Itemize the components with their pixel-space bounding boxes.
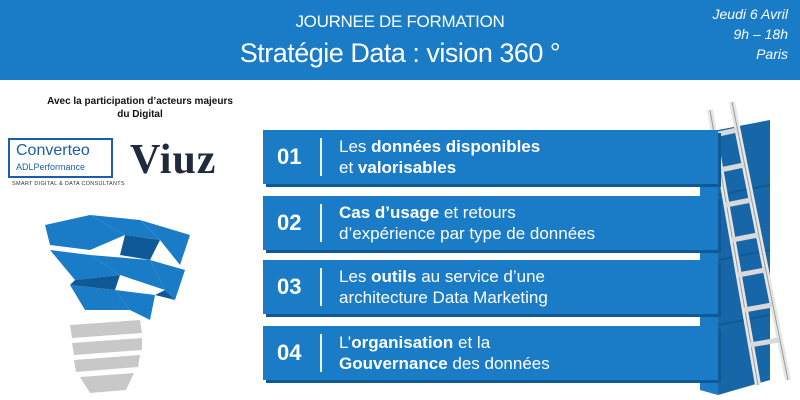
event-date: Jeudi 6 Avril 9h – 18h Paris — [713, 4, 788, 64]
date-line: Jeudi 6 Avril — [712, 6, 788, 22]
converteo-subname: ADLPerformance — [16, 162, 86, 172]
agenda-item-2: 02 Cas d’usage et retours d’expérience p… — [263, 196, 718, 250]
agenda-text: L’organisation et la Gouvernance des don… — [339, 333, 550, 373]
agenda-number: 01 — [277, 144, 302, 169]
agenda-divider — [320, 138, 322, 176]
viuz-logo: Viuz — [130, 137, 217, 183]
agenda-number: 03 — [277, 274, 302, 299]
agenda-item-1: 01 Les données disponibles et valorisabl… — [263, 130, 718, 184]
event-kicker: JOURNEE DE FORMATION — [295, 12, 505, 31]
lightbulb-illustration — [45, 215, 190, 393]
place-line: Paris — [756, 46, 788, 62]
header-banner: JOURNEE DE FORMATION Stratégie Data : vi… — [0, 0, 800, 80]
agenda-number: 02 — [277, 210, 302, 235]
partners-intro: Avec la participation d’acteurs majeurs … — [47, 96, 233, 120]
converteo-logo: Converteo ADLPerformance SMART DIGITAL &… — [8, 138, 125, 190]
agenda-item-3: 03 Les outils au service d’une architect… — [263, 260, 718, 314]
agenda-text: Cas d’usage et retours d’expérience par … — [339, 203, 596, 243]
agenda-divider — [320, 334, 322, 372]
time-line: 9h – 18h — [733, 26, 789, 42]
converteo-logo-frame: Converteo ADLPerformance — [8, 138, 113, 178]
agenda-divider — [320, 268, 322, 306]
agenda-item-4: 04 L’organisation et la Gouvernance des … — [263, 326, 718, 380]
event-title: Stratégie Data : vision 360 ° — [239, 38, 561, 68]
agenda-text: Les données disponibles et valorisables — [339, 137, 541, 177]
converteo-tagline: SMART DIGITAL & DATA CONSULTANTS — [12, 181, 125, 187]
agenda-divider — [320, 204, 322, 242]
agenda-number: 04 — [277, 340, 302, 365]
ladder-illustration — [707, 101, 791, 386]
agenda-text: Les outils au service d’une architecture… — [339, 267, 548, 307]
converteo-name: Converteo — [16, 142, 90, 159]
